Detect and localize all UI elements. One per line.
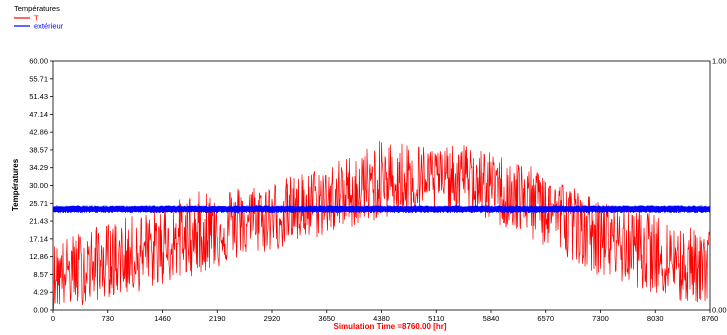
y-tick-label: 55.71 bbox=[29, 74, 48, 83]
y-tick-label: 12.86 bbox=[29, 252, 48, 261]
y-tick-label: 17.14 bbox=[29, 234, 48, 243]
legend-label-t: T bbox=[34, 14, 39, 23]
y2-axis-ticks: 0.00 1.00 bbox=[712, 57, 727, 315]
y-tick-label: 51.43 bbox=[29, 92, 48, 101]
x-tick-label: 2920 bbox=[264, 314, 281, 323]
x-tick-label: 0 bbox=[51, 314, 55, 323]
y2-tick-label: 0.00 bbox=[712, 306, 727, 315]
x-tick-label: 1460 bbox=[154, 314, 171, 323]
series-exterieur-line bbox=[52, 205, 711, 213]
y-tick-label: 8.57 bbox=[33, 270, 48, 279]
y-tick-label: 0.00 bbox=[33, 306, 48, 315]
x-tick-label: 5840 bbox=[483, 314, 500, 323]
series-layer bbox=[52, 140, 711, 310]
y-tick-label: 47.14 bbox=[29, 110, 48, 119]
y-axis-ticks: 0.00 4.29 8.57 12.86 17.14 21.43 25.71 30.00 34.… bbox=[29, 57, 53, 315]
x-tick-label: 6570 bbox=[537, 314, 554, 323]
x-tick-label: 3650 bbox=[318, 314, 335, 323]
x-tick-label: 8760 bbox=[702, 314, 719, 323]
x-tick-label: 8030 bbox=[647, 314, 664, 323]
y2-tick-label: 1.00 bbox=[712, 57, 727, 66]
plot-area bbox=[52, 60, 711, 311]
series-t-line bbox=[52, 140, 711, 310]
legend-title: Températures bbox=[14, 4, 60, 13]
legend-label-exterieur: extérieur bbox=[34, 22, 64, 31]
x-tick-label: 7300 bbox=[592, 314, 609, 323]
y-tick-label: 38.57 bbox=[29, 145, 48, 154]
y-tick-label: 60.00 bbox=[29, 57, 48, 66]
y-tick-label: 25.71 bbox=[29, 199, 48, 208]
y-tick-label: 4.29 bbox=[33, 288, 48, 297]
y-tick-label: 21.43 bbox=[29, 217, 48, 226]
x-tick-label: 2190 bbox=[209, 314, 226, 323]
x-tick-label: 730 bbox=[101, 314, 114, 323]
y-tick-label: 34.29 bbox=[29, 163, 48, 172]
y-tick-label: 30.00 bbox=[29, 181, 48, 190]
x-axis-ticks: 0 730 1460 2190 2920 3650 4380 5110 5840 6570 7300… bbox=[51, 310, 718, 323]
x-tick-label: 4380 bbox=[373, 314, 390, 323]
x-axis-title: Simulation Time =8760.00 [hr] bbox=[333, 322, 446, 331]
y-axis-title: Températures bbox=[11, 158, 20, 211]
y-tick-label: 42.86 bbox=[29, 128, 48, 137]
x-tick-label: 5110 bbox=[428, 314, 444, 323]
